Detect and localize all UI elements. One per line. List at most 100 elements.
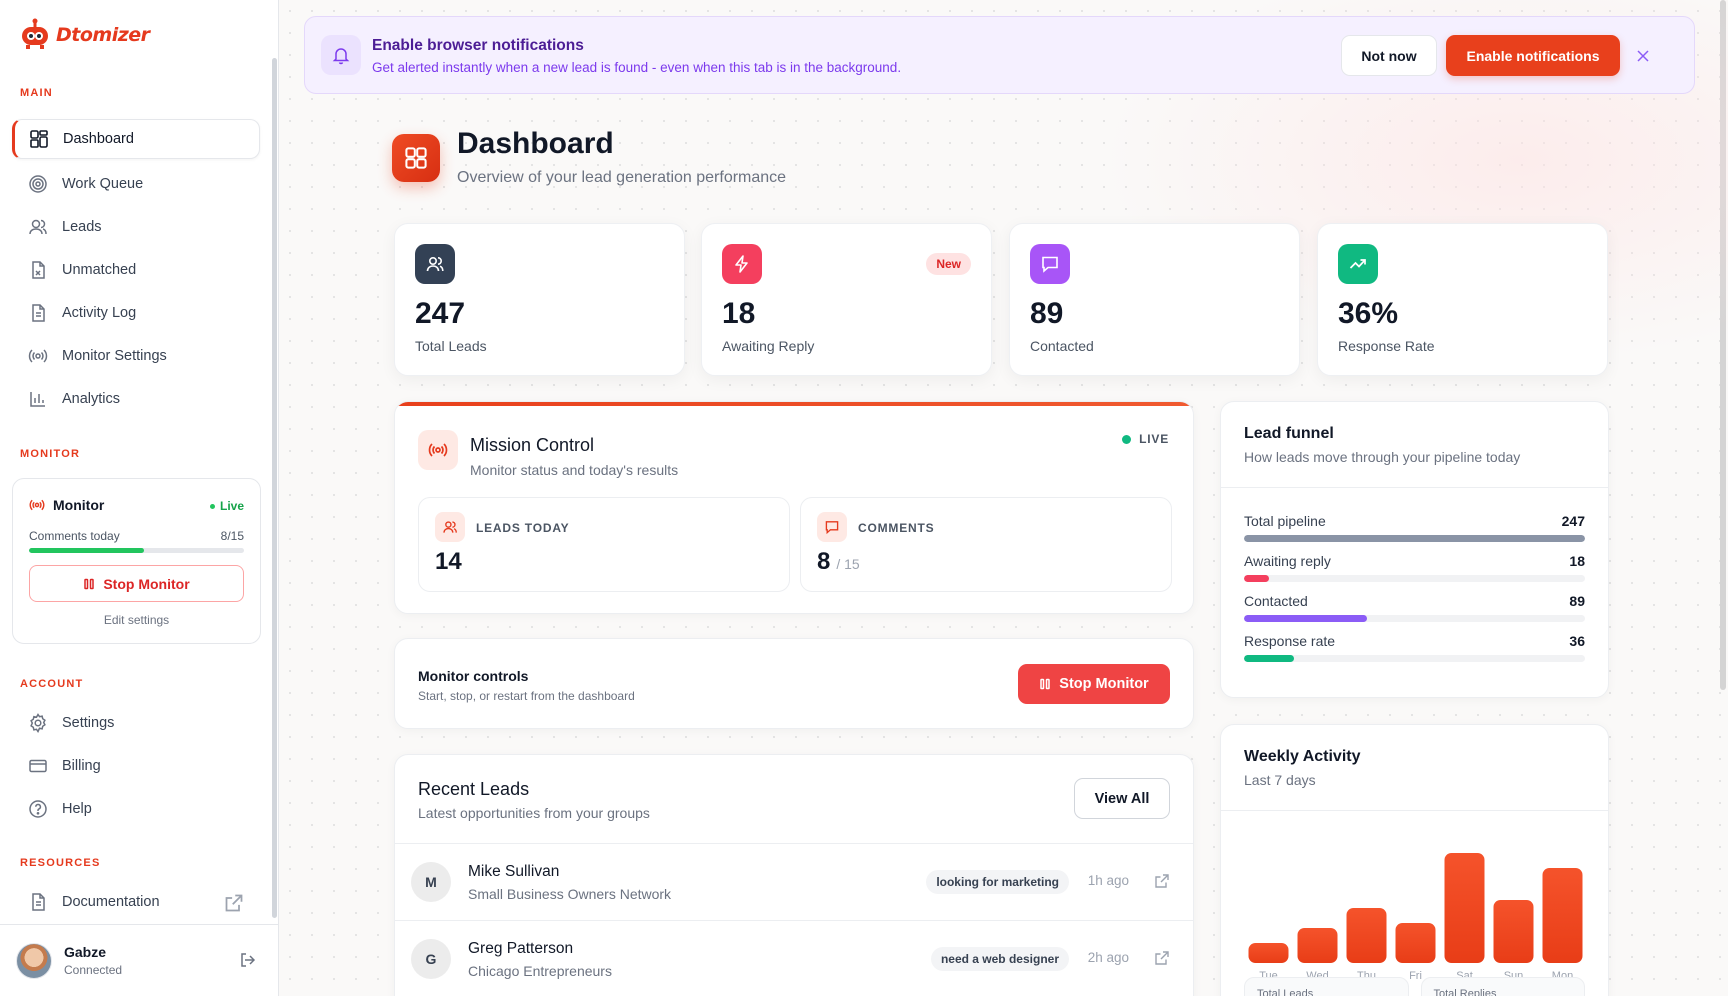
lead-funnel-title: Lead funnel — [1244, 425, 1334, 442]
stat-card-awaiting-reply: New 18 Awaiting Reply — [701, 223, 992, 376]
enable-notifications-button[interactable]: Enable notifications — [1446, 35, 1620, 76]
funnel-row-track — [1244, 535, 1585, 542]
total-replies-tile: Total Replies — [1420, 977, 1585, 996]
lead-row[interactable]: M Mike Sullivan Small Business Owners Ne… — [395, 844, 1193, 921]
stat-label: Total Leads — [415, 338, 487, 354]
monitor-controls-card: Monitor controls Start, stop, or restart… — [394, 638, 1194, 729]
avatar — [16, 942, 52, 979]
dashboard-icon — [30, 130, 48, 148]
stop-monitor-label: Stop Monitor — [103, 575, 190, 592]
lead-name: Mike Sullivan — [468, 863, 560, 880]
sidebar-item-documentation[interactable]: Documentation — [12, 882, 260, 922]
user-name: Gabze — [64, 944, 107, 960]
help-circle-icon — [29, 800, 47, 818]
external-link-icon[interactable] — [1154, 950, 1170, 966]
credit-card-icon — [29, 759, 47, 773]
sidebar-item-label: Unmatched — [62, 262, 137, 278]
pause-icon — [84, 578, 95, 589]
external-link-icon[interactable] — [1154, 873, 1170, 889]
main-content: Enable browser notifications Get alerted… — [279, 0, 1728, 996]
not-now-button[interactable]: Not now — [1341, 35, 1437, 76]
weekly-activity-chart: Tue Wed Thu Fri Sat Sun Mon — [1248, 853, 1583, 982]
sidebar-item-activity-log[interactable]: Activity Log — [12, 293, 260, 333]
pause-icon — [1040, 678, 1051, 690]
lead-time: 2h ago — [1087, 950, 1129, 965]
users-icon — [443, 521, 457, 533]
document-icon — [32, 893, 45, 911]
mission-icon-wrap — [418, 430, 458, 470]
lead-group: Chicago Entrepreneurs — [468, 963, 612, 979]
stat-icon-wrap — [1338, 244, 1378, 284]
live-dot-icon — [1122, 434, 1132, 444]
view-all-button[interactable]: View All — [1074, 778, 1170, 819]
sidebar-item-label: Help — [62, 801, 92, 817]
mission-control-title: Mission Control — [470, 435, 595, 455]
funnel-row: Awaiting reply 18 — [1244, 553, 1585, 593]
robot-logo-icon — [22, 18, 48, 49]
user-profile[interactable]: Gabze Connected — [0, 924, 279, 996]
stat-value: 18 — [722, 297, 756, 330]
sidebar-item-unmatched[interactable]: Unmatched — [12, 250, 260, 290]
weekly-activity-subtitle: Last 7 days — [1244, 772, 1316, 788]
funnel-row-fill — [1244, 535, 1585, 542]
sidebar-item-billing[interactable]: Billing — [12, 746, 260, 786]
target-icon — [29, 175, 47, 193]
stop-monitor-button[interactable]: Stop Monitor — [1018, 664, 1170, 704]
chart-x-tick-label: Fri — [1409, 970, 1422, 982]
funnel-row-label: Awaiting reply — [1244, 553, 1331, 569]
close-icon[interactable] — [1635, 48, 1651, 64]
section-label-main: MAIN — [20, 87, 53, 99]
chart-bar — [1493, 900, 1534, 963]
logout-icon[interactable] — [239, 951, 257, 969]
sidebar-item-analytics[interactable]: Analytics — [12, 379, 260, 419]
radio-icon — [29, 499, 45, 511]
file-text-icon — [32, 304, 45, 322]
trending-up-icon — [1349, 259, 1366, 269]
stat-icon-wrap — [415, 244, 455, 284]
logo[interactable]: Dtomizer — [18, 18, 150, 52]
comments-today-row: Comments today 8/15 — [29, 529, 244, 543]
sidebar-stop-monitor-button[interactable]: Stop Monitor — [29, 565, 244, 602]
main-scrollbar[interactable] — [1720, 0, 1726, 690]
comments-value-wrap: 8 / 15 — [817, 548, 860, 576]
edit-settings-link[interactable]: Edit settings — [103, 613, 170, 627]
sidebar-item-label: Leads — [62, 219, 102, 235]
recent-leads-subtitle: Latest opportunities from your groups — [418, 805, 650, 821]
chart-bar — [1444, 853, 1485, 963]
notification-icon-wrap — [321, 35, 361, 75]
sidebar-item-dashboard[interactable]: Dashboard — [12, 119, 260, 159]
sidebar-item-monitor-settings[interactable]: Monitor Settings — [12, 336, 260, 376]
sidebar-item-label: Analytics — [62, 391, 121, 407]
stat-label: Contacted — [1030, 338, 1094, 354]
stat-icon-wrap — [722, 244, 762, 284]
sidebar-item-settings[interactable]: Settings — [12, 703, 260, 743]
lead-avatar: G — [411, 939, 451, 979]
funnel-row-label: Total pipeline — [1244, 513, 1326, 529]
sidebar-item-leads[interactable]: Leads — [12, 207, 260, 247]
chart-bar — [1542, 868, 1583, 963]
page-subtitle: Overview of your lead generation perform… — [457, 169, 787, 186]
sidebar-item-label: Activity Log — [62, 305, 137, 321]
sidebar-item-work-queue[interactable]: Work Queue — [12, 164, 260, 204]
sidebar-item-help[interactable]: Help — [12, 789, 260, 829]
funnel-row-label: Response rate — [1244, 633, 1336, 649]
chart-bar — [1297, 928, 1338, 963]
file-x-icon — [32, 261, 45, 279]
section-label-account: ACCOUNT — [20, 678, 84, 690]
funnel-row-track — [1244, 655, 1585, 662]
funnel-row-value: 36 — [1569, 633, 1585, 649]
external-link-icon — [225, 894, 243, 912]
sidebar-monitor-card: Monitor Live Comments today 8/15 Stop Mo… — [12, 478, 261, 644]
mission-control-card: Mission Control Monitor status and today… — [394, 401, 1194, 614]
lead-row[interactable]: G Greg Patterson Chicago Entrepreneurs n… — [395, 921, 1193, 996]
stat-label: Awaiting Reply — [722, 338, 815, 354]
sidebar-scrollbar[interactable] — [272, 58, 277, 918]
sidebar-item-label: Billing — [62, 758, 101, 774]
bar-chart-icon — [30, 392, 45, 407]
stat-label: Response Rate — [1338, 338, 1435, 354]
funnel-row-label: Contacted — [1244, 593, 1308, 609]
notification-title: Enable browser notifications — [372, 37, 584, 54]
sidebar: Dtomizer MAIN Dashboard Work Queue Leads… — [0, 0, 279, 996]
funnel-row-fill — [1244, 575, 1269, 582]
comments-today-label: Comments today — [29, 529, 120, 543]
